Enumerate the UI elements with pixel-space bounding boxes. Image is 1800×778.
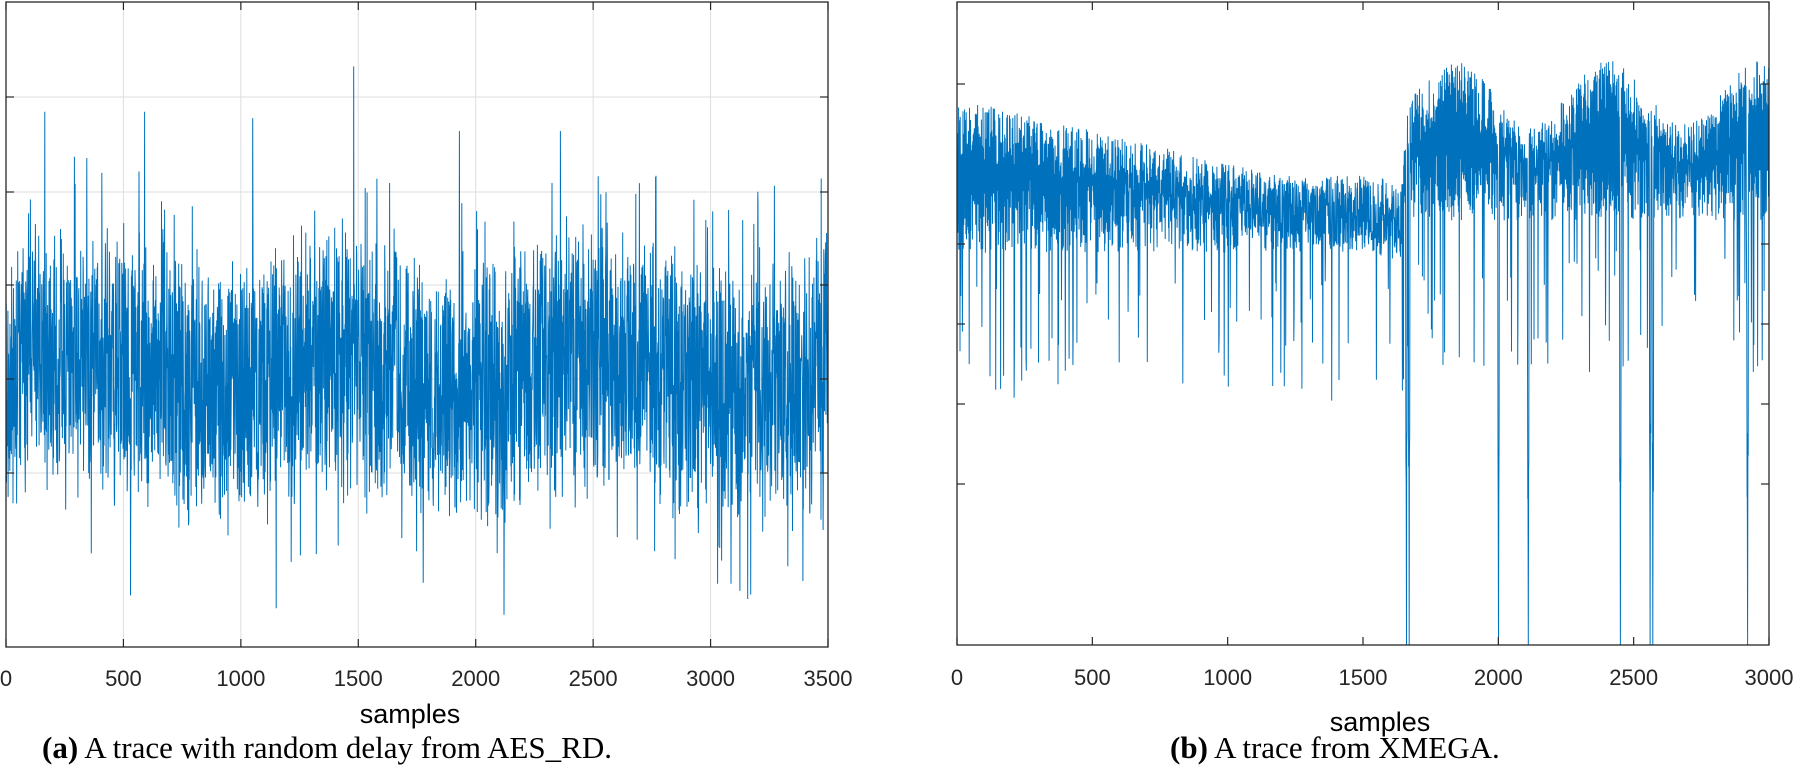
x-tick-label: 2000 xyxy=(451,666,500,691)
caption-a: (a) A trace with random delay from AES_R… xyxy=(42,730,612,766)
x-tick-label: 500 xyxy=(105,666,142,691)
plot-frame-a xyxy=(5,1,829,648)
x-axis-label-a: samples xyxy=(360,699,461,729)
x-tick-label: 2000 xyxy=(1474,665,1523,690)
series-line-group-b xyxy=(956,61,1770,646)
series-line-group-a xyxy=(5,66,829,615)
x-tick-label: 3500 xyxy=(804,666,853,691)
series-line xyxy=(956,61,1770,646)
x-tick-label: 2500 xyxy=(1609,665,1658,690)
caption-b: (b) A trace from XMEGA. xyxy=(1170,730,1500,766)
plot-area-b xyxy=(957,2,1769,645)
caption-a-text: A trace with random delay from AES_RD. xyxy=(84,730,612,765)
x-tick-label: 3000 xyxy=(686,666,735,691)
x-tick-label: 1500 xyxy=(1339,665,1388,690)
x-tick-label: 3000 xyxy=(1745,665,1794,690)
x-ticks-b: 0 500 1000 1500 2000 2500 3000 xyxy=(951,2,1794,690)
caption-b-text: A trace from XMEGA. xyxy=(1213,730,1500,765)
x-tick-label: 1000 xyxy=(1203,665,1252,690)
x-tick-label: 1500 xyxy=(334,666,383,691)
series-line xyxy=(5,66,829,615)
x-tick-label: 0 xyxy=(0,666,12,691)
x-tick-label: 500 xyxy=(1074,665,1111,690)
x-ticks-a: 0 500 1000 1500 2000 2500 3000 3500 xyxy=(0,2,852,691)
caption-a-letter: (a) xyxy=(42,730,79,765)
x-tick-label: 0 xyxy=(951,665,963,690)
chart-panel-a: 0 500 1000 1500 2000 2500 3000 3500 samples xyxy=(0,1,852,729)
caption-b-letter: (b) xyxy=(1170,730,1208,765)
x-tick-label: 1000 xyxy=(216,666,265,691)
x-axis-label-b: samples xyxy=(1330,707,1431,737)
chart-panel-b: 0 500 1000 1500 2000 2500 3000 samples xyxy=(951,1,1794,737)
x-tick-label: 2500 xyxy=(569,666,618,691)
